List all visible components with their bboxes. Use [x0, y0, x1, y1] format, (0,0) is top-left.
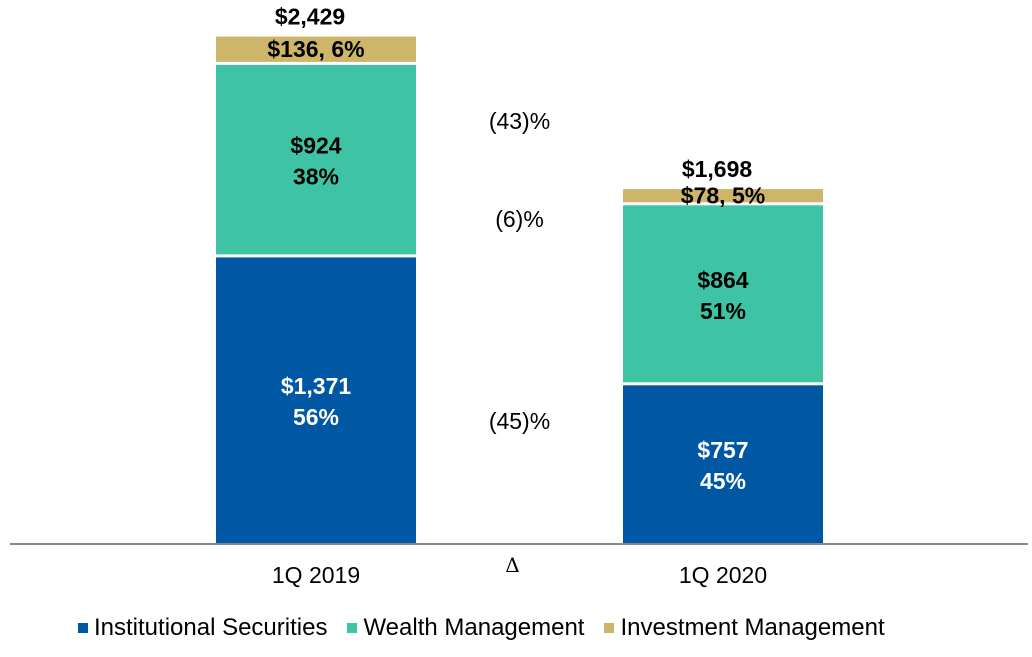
bar-institutional-securities-1q-2019 [216, 257, 416, 543]
legend-label-investment-management: Investment Management [620, 614, 885, 641]
legend-swatch-investment-management [604, 623, 615, 633]
share-label-institutional-securities-1q-2020: 45% [700, 468, 746, 494]
total-label-1q-2019: $2,429 [275, 4, 345, 30]
bar-institutional-securities-1q-2020 [623, 385, 823, 543]
share-label-institutional-securities-1q-2019: 56% [293, 404, 339, 430]
legend: Institutional Securities Wealth Managemen… [78, 614, 905, 642]
share-label-wealth-management-1q-2020: 51% [700, 298, 746, 324]
legend-item-investment-management: Investment Management [604, 614, 885, 642]
legend-label-institutional-securities: Institutional Securities [94, 614, 328, 641]
bar-investment-management-1q-2019 [216, 36, 416, 62]
value-label-institutional-securities-1q-2019: $1,371 [281, 373, 352, 399]
legend-item-wealth-management: Wealth Management [347, 614, 584, 642]
value-label-investment-management-1q-2020: $78, 5% [681, 183, 765, 209]
bar-wealth-management-1q-2020 [623, 205, 823, 383]
category-label-1q-2019: 1Q 2019 [272, 562, 360, 588]
value-label-wealth-management-1q-2019: $924 [290, 133, 341, 159]
delta-label-institutional-securities: (45)% [489, 408, 550, 434]
total-label-1q-2020: $1,698 [682, 156, 753, 182]
value-label-wealth-management-1q-2020: $864 [697, 267, 748, 293]
value-label-institutional-securities-1q-2020: $757 [697, 437, 748, 463]
category-label-1q-2020: 1Q 2020 [679, 562, 767, 588]
legend-swatch-institutional-securities [78, 623, 88, 633]
legend-label-wealth-management: Wealth Management [363, 614, 585, 641]
bar-wealth-management-1q-2019 [216, 64, 416, 255]
delta-symbol: Δ [505, 553, 519, 577]
bar-investment-management-1q-2020 [623, 189, 823, 203]
delta-label-wealth-management: (6)% [495, 206, 544, 232]
value-label-investment-management-1q-2019: $136, 6% [267, 36, 364, 62]
share-label-wealth-management-1q-2019: 38% [293, 164, 339, 190]
legend-swatch-wealth-management [347, 623, 358, 633]
delta-label-investment-management: (43)% [489, 108, 550, 134]
legend-item-institutional-securities: Institutional Securities [78, 614, 327, 642]
